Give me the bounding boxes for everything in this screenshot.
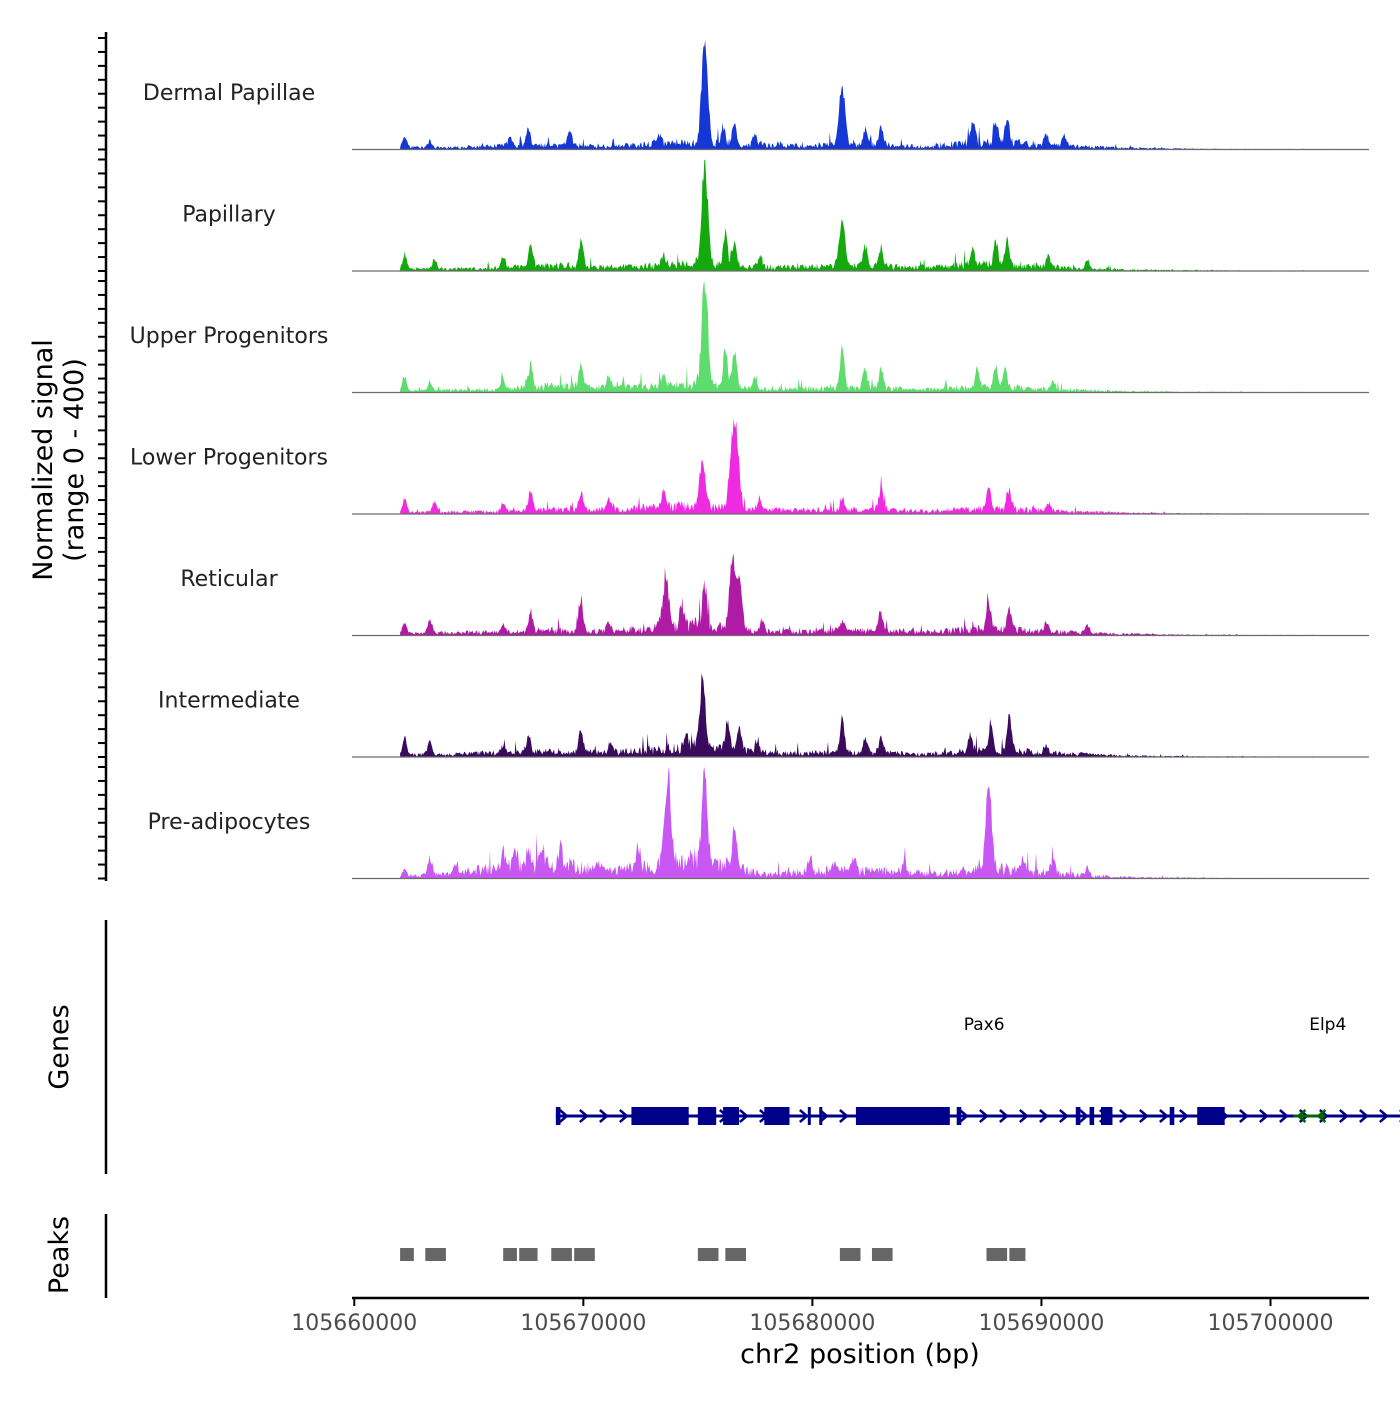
peak-region <box>872 1248 893 1261</box>
peak-region <box>551 1248 572 1261</box>
peak-region <box>574 1248 595 1261</box>
track-label: Intermediate <box>158 689 300 714</box>
track-upper-progenitors: Upper Progenitors <box>130 281 1369 393</box>
peak-region <box>400 1248 414 1261</box>
track-label: Dermal Papillae <box>143 81 315 106</box>
gene-elp4: Elp4 <box>1293 1015 1346 1122</box>
exon <box>698 1107 716 1125</box>
peak-region <box>840 1248 861 1261</box>
x-tick-label: 105690000 <box>978 1311 1104 1336</box>
track-dermal-papillae: Dermal Papillae <box>143 40 1369 149</box>
track-label: Pre-adipocytes <box>148 810 311 835</box>
gene-pax6: Pax6 <box>556 1015 1400 1125</box>
coverage-tracks: Dermal Papillae Papillary Upper Progenitor… <box>130 40 1369 878</box>
signal-area <box>400 40 1330 149</box>
exon <box>764 1107 789 1125</box>
x-tick-label: 105670000 <box>520 1311 646 1336</box>
track-reticular: Reticular <box>180 554 1369 636</box>
signal-area <box>400 281 1330 393</box>
x-axis: 105660000 105670000 105680000 105690000 1057… <box>291 1298 1369 1336</box>
peak-region <box>725 1248 746 1261</box>
genes-track-label: Genes <box>44 1004 75 1089</box>
track-intermediate: Intermediate <box>158 673 1369 757</box>
signal-y-axis <box>98 32 106 881</box>
track-label: Reticular <box>180 567 278 592</box>
track-label: Upper Progenitors <box>130 324 329 349</box>
signal-area <box>400 673 1330 757</box>
track-papillary: Papillary <box>182 160 1369 272</box>
signal-area <box>400 160 1330 272</box>
exon <box>957 1107 962 1125</box>
peak-region <box>503 1248 517 1261</box>
y-axis-title-line1: Normalized signal <box>28 339 59 581</box>
track-label: Papillary <box>182 203 276 228</box>
x-tick-label: 105660000 <box>291 1311 417 1336</box>
gene-label: Pax6 <box>964 1015 1005 1035</box>
exon <box>819 1107 822 1125</box>
peak-region <box>986 1248 1007 1261</box>
peak-region <box>1009 1248 1025 1261</box>
exon <box>631 1107 688 1125</box>
exon <box>1197 1107 1224 1125</box>
peak-track <box>106 1214 1025 1298</box>
gene-label: Elp4 <box>1309 1015 1346 1035</box>
y-axis-title-line2: (range 0 - 400) <box>59 358 90 562</box>
x-axis-title: chr2 position (bp) <box>740 1339 980 1370</box>
exon <box>1101 1107 1112 1125</box>
peaks-track-label: Peaks <box>44 1216 75 1294</box>
exon <box>1076 1107 1081 1125</box>
exon <box>723 1107 739 1125</box>
track-pre-adipocytes: Pre-adipocytes <box>148 767 1369 879</box>
exon <box>1170 1107 1175 1125</box>
exon <box>808 1107 811 1125</box>
exon <box>1090 1107 1095 1125</box>
peak-region <box>698 1248 719 1261</box>
signal-area <box>400 767 1330 879</box>
gene-track: Pax6 Elp4 <box>106 920 1400 1174</box>
x-tick-label: 105680000 <box>749 1311 875 1336</box>
signal-area <box>400 418 1330 514</box>
track-lower-progenitors: Lower Progenitors <box>130 418 1369 514</box>
peak-region <box>519 1248 537 1261</box>
track-label: Lower Progenitors <box>130 446 328 471</box>
exon <box>556 1107 561 1125</box>
peak-region <box>425 1248 446 1261</box>
x-tick-label: 105700000 <box>1208 1311 1334 1336</box>
exon <box>856 1107 950 1125</box>
signal-area <box>400 554 1330 636</box>
